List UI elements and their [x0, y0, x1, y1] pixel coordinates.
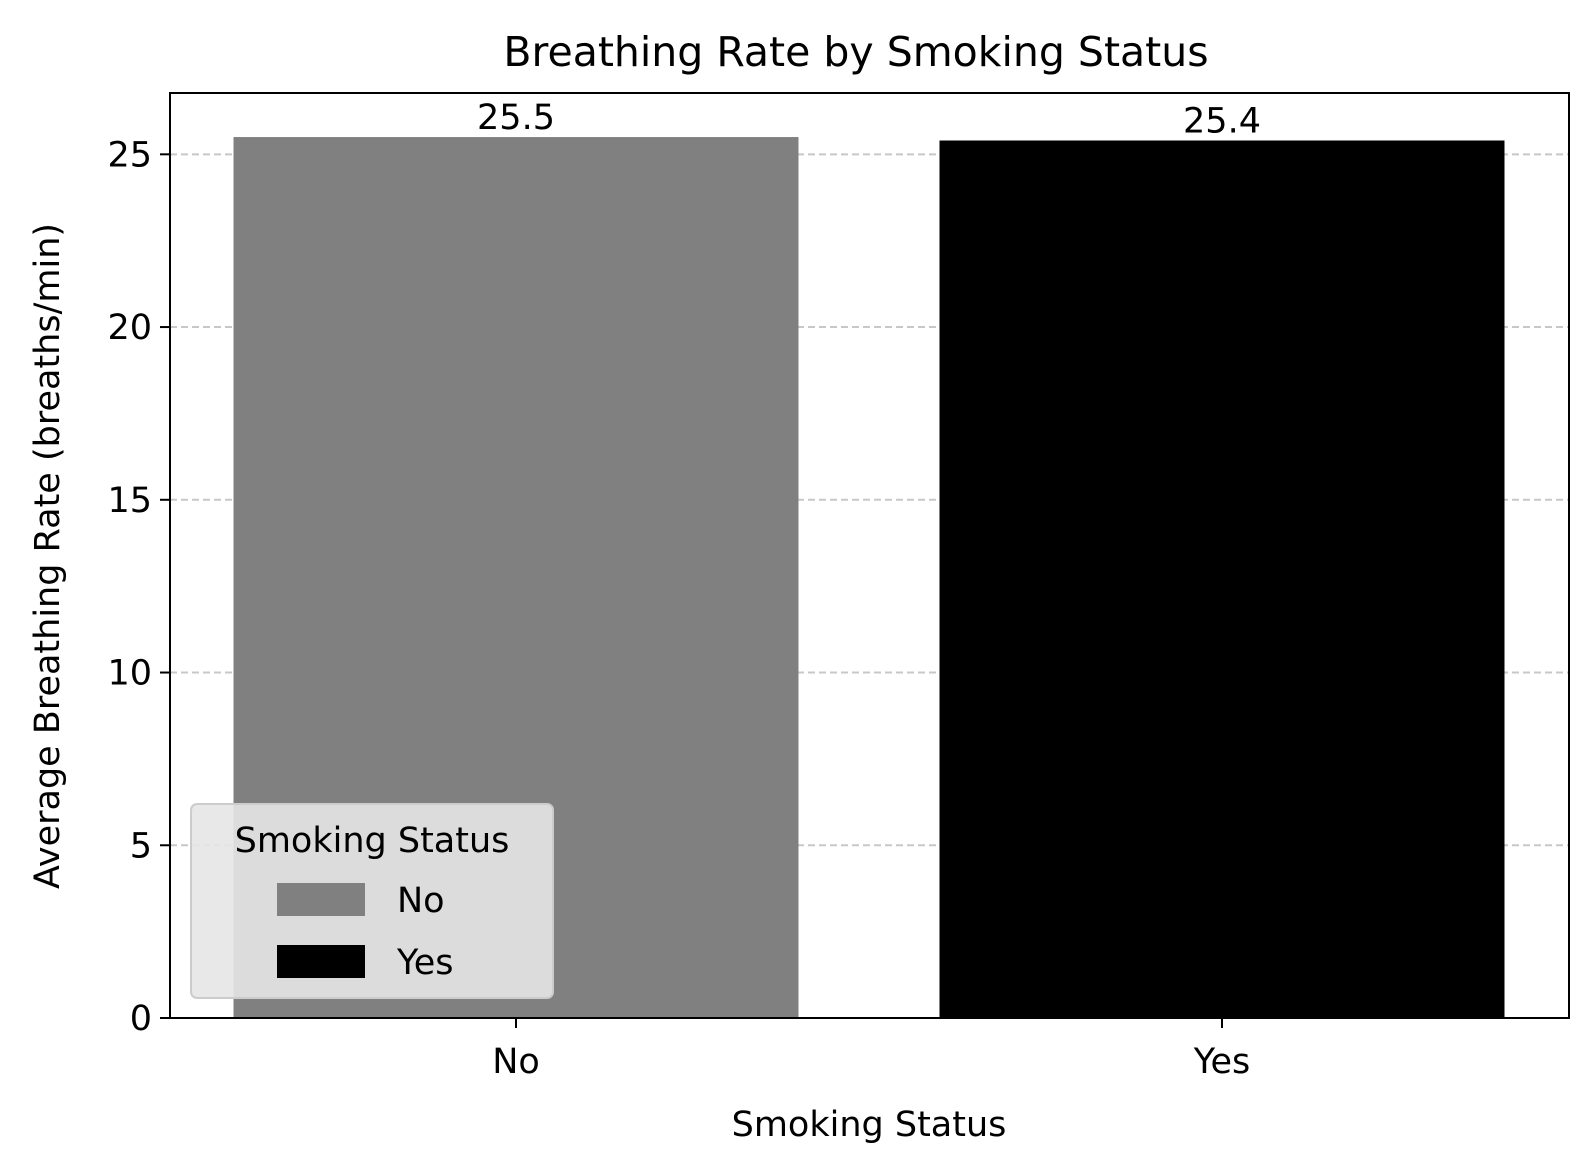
y-tick-label: 25	[107, 135, 152, 175]
data-label-no: 25.5	[477, 98, 555, 138]
legend-label-yes: Yes	[396, 943, 454, 983]
bars	[233, 137, 1505, 1019]
data-label-yes: 25.4	[1183, 102, 1261, 142]
y-axis-ticks: 0 5 10 15 20 25	[107, 135, 170, 1039]
y-tick-label: 0	[130, 999, 152, 1039]
x-tick-label: No	[492, 1042, 540, 1082]
data-labels: 25.5 25.4	[477, 98, 1261, 141]
plot-area-frame	[169, 92, 1570, 1019]
legend-title: Smoking Status	[235, 821, 510, 861]
legend-label-no: No	[397, 881, 445, 921]
chart-title: Breathing Rate by Smoking Status	[503, 28, 1208, 76]
y-tick-label: 20	[107, 308, 152, 348]
y-tick-label: 10	[107, 654, 152, 694]
x-axis-label: Smoking Status	[732, 1105, 1007, 1145]
x-axis-ticks: No Yes	[492, 1018, 1250, 1082]
y-tick-label: 5	[130, 826, 152, 866]
y-tick-label: 15	[107, 481, 152, 521]
legend-swatch-no	[277, 883, 365, 916]
legend-swatch-yes	[277, 945, 365, 978]
legend: Smoking Status No Yes	[190, 803, 554, 999]
y-axis-label: Average Breathing Rate (breaths/min)	[28, 223, 68, 889]
bar-yes	[939, 140, 1505, 1019]
x-tick-label: Yes	[1193, 1042, 1251, 1082]
